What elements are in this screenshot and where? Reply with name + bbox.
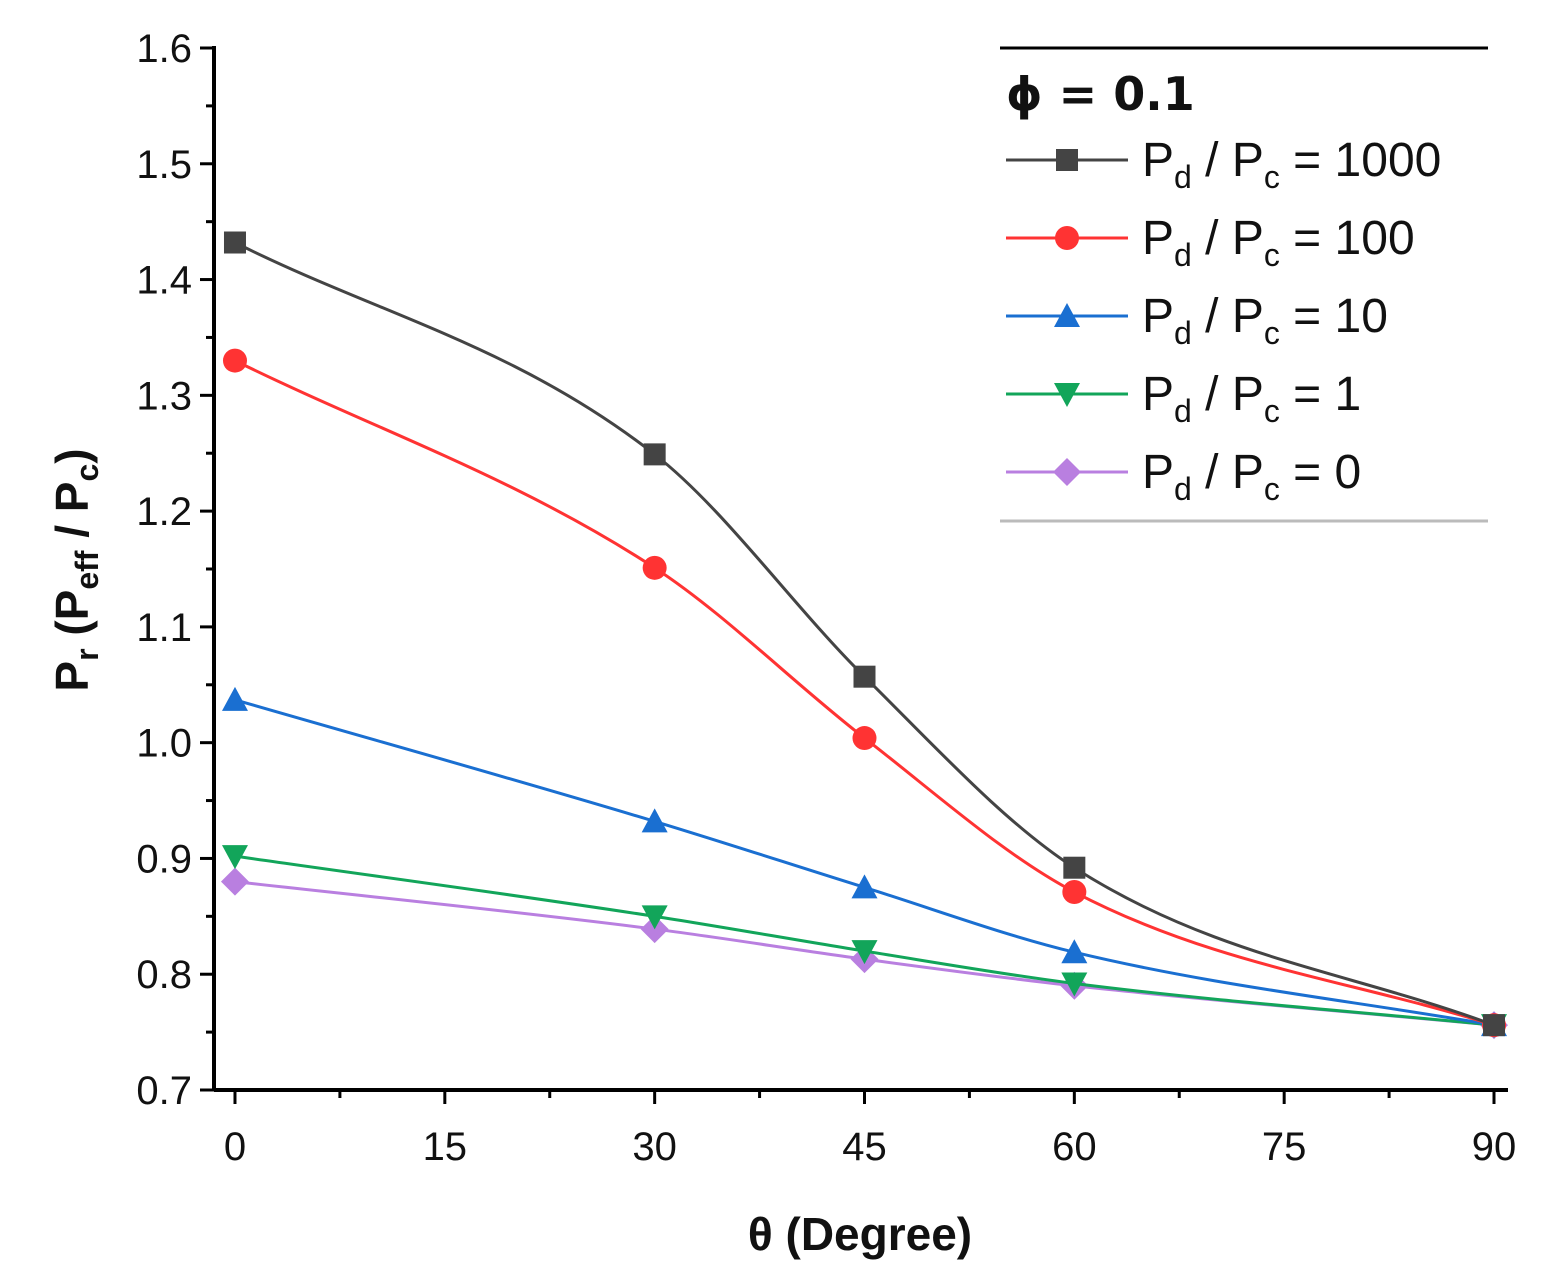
legend-marker — [1054, 303, 1080, 327]
legend-item-1: Pd / Pc = 1 — [1006, 368, 1361, 429]
legend-item-100: Pd / Pc = 100 — [1006, 212, 1415, 273]
data-point — [222, 348, 247, 373]
x-tick-label: 90 — [1472, 1125, 1517, 1169]
data-point — [1061, 939, 1088, 964]
x-tick-label: 45 — [842, 1125, 887, 1169]
legend-label: Pd / Pc = 10 — [1142, 290, 1388, 351]
data-point — [1063, 856, 1086, 879]
data-point — [221, 686, 248, 711]
data-point — [220, 867, 249, 896]
y-tick-label: 1.3 — [136, 374, 192, 418]
data-point — [1061, 972, 1088, 997]
y-tick-label: 0.9 — [136, 837, 192, 881]
data-point — [851, 874, 878, 899]
y-tick-label: 1.5 — [136, 143, 192, 187]
legend-title: ϕ = 0.1 — [1006, 67, 1195, 121]
data-point — [851, 940, 878, 965]
legend-label: Pd / Pc = 1 — [1142, 368, 1361, 429]
legend-item-10: Pd / Pc = 10 — [1006, 290, 1388, 351]
series-line — [234, 241, 1495, 1027]
x-tick-label: 15 — [423, 1125, 468, 1169]
data-point — [1062, 880, 1087, 905]
y-tick-label: 0.7 — [136, 1069, 192, 1113]
y-tick-label: 1.1 — [136, 606, 192, 650]
data-point — [853, 665, 876, 688]
legend-label: Pd / Pc = 1000 — [1142, 134, 1441, 195]
data-point — [641, 905, 668, 930]
legend: ϕ = 0.1 Pd / Pc = 1000 Pd / Pc = 100 Pd / P… — [1000, 46, 1488, 523]
data-point — [1483, 1014, 1506, 1037]
x-tick-label: 75 — [1262, 1125, 1307, 1169]
data-point — [221, 845, 248, 870]
series-1 — [221, 845, 1508, 1039]
y-axis-title: Pr (Peff / Pc) — [46, 448, 105, 691]
axes-group: 0.7 0.8 0.9 1.0 1.1 1.2 1.3 1.4 1.5 1.6 0 15 30 45 60 7… — [136, 27, 1516, 1169]
y-tick-label: 0.8 — [136, 953, 192, 997]
y-tick-label: 1.0 — [136, 722, 192, 766]
y-tick-label: 1.2 — [136, 490, 192, 534]
data-point — [642, 555, 667, 580]
legend-marker — [1056, 149, 1078, 171]
x-tick-label: 0 — [224, 1125, 246, 1169]
legend-marker — [1054, 383, 1080, 407]
x-tick-label: 30 — [632, 1125, 677, 1169]
y-tick-label: 1.4 — [136, 259, 192, 303]
data-point — [223, 231, 246, 254]
data-point — [852, 726, 877, 751]
x-axis-title: θ (Degree) — [748, 1208, 972, 1260]
series-group — [220, 231, 1509, 1040]
data-point — [641, 808, 668, 833]
legend-item-0: Pd / Pc = 0 — [1006, 446, 1361, 507]
legend-label: Pd / Pc = 0 — [1142, 446, 1361, 507]
data-point — [643, 443, 666, 466]
legend-marker — [1055, 226, 1079, 250]
series-1000 — [223, 231, 1506, 1037]
y-tick-label: 1.6 — [136, 27, 192, 71]
x-tick-label: 60 — [1052, 1125, 1097, 1169]
legend-item-1000: Pd / Pc = 1000 — [1006, 134, 1441, 195]
legend-marker — [1053, 458, 1081, 486]
legend-label: Pd / Pc = 100 — [1142, 212, 1415, 273]
